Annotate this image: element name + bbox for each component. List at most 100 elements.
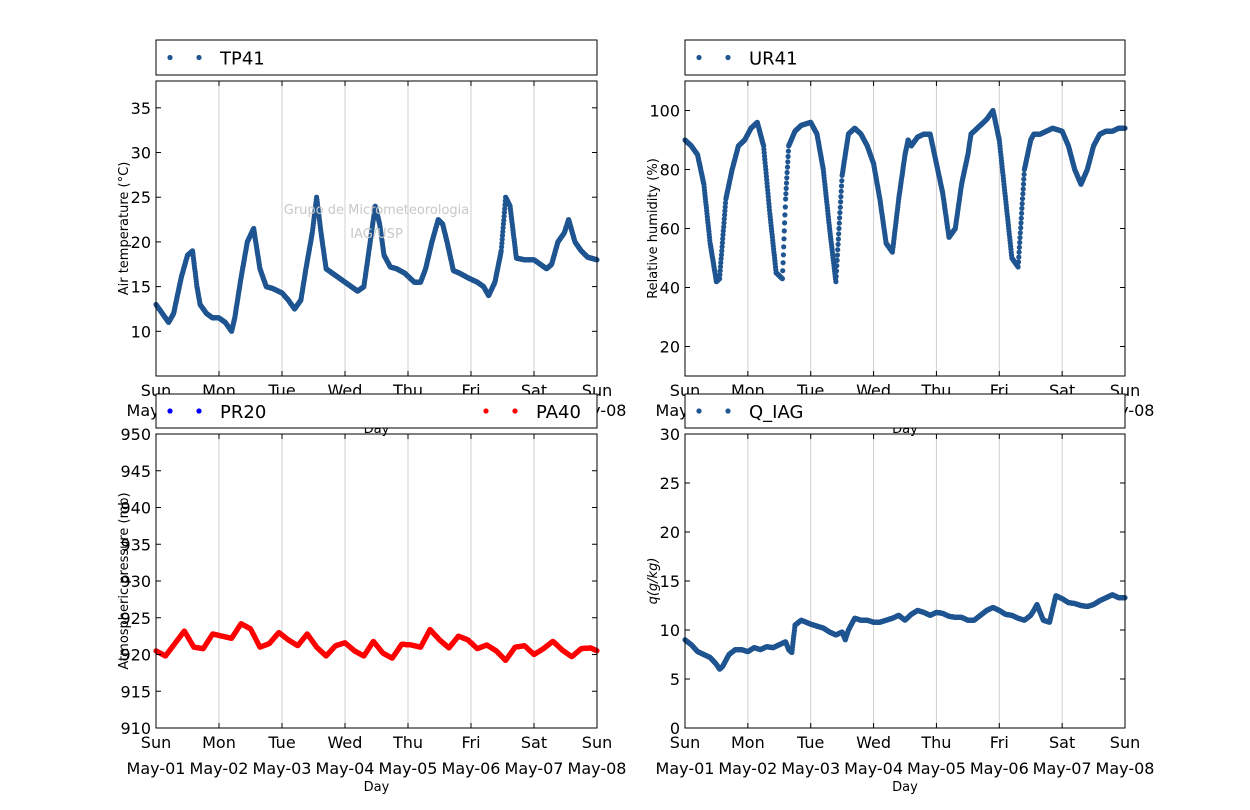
data-point xyxy=(1015,259,1022,265)
x-tick-label-date: May-07 xyxy=(505,759,564,778)
data-point xyxy=(836,225,842,232)
data-point xyxy=(499,244,505,250)
data-point xyxy=(783,180,790,186)
chart-panel-1: Grupo de MicrometeorologiaIAG/USP1015202… xyxy=(117,80,626,437)
y-tick-label: 945 xyxy=(120,462,151,481)
data-point xyxy=(1018,220,1024,226)
data-point xyxy=(781,236,787,242)
y-tick-label: 100 xyxy=(649,102,680,121)
data-point xyxy=(1018,215,1024,221)
data-point xyxy=(1019,205,1025,211)
data-point xyxy=(836,220,842,226)
data-point xyxy=(785,148,792,154)
data-point xyxy=(1017,230,1023,236)
y-tick-label: 80 xyxy=(660,161,680,180)
y-tick-label: 20 xyxy=(660,338,680,357)
data-point xyxy=(838,183,845,189)
data-point xyxy=(499,232,506,239)
data-markers xyxy=(153,621,600,664)
data-point xyxy=(783,191,789,197)
y-tick-label: 950 xyxy=(120,425,151,444)
data-point xyxy=(833,279,839,285)
data-markers xyxy=(682,592,1128,672)
data-point xyxy=(499,240,505,246)
data-point xyxy=(835,241,841,247)
data-point xyxy=(1016,249,1022,255)
data-point xyxy=(838,199,844,205)
data-point xyxy=(782,212,788,218)
data-point xyxy=(780,260,786,266)
x-tick-label-date: May-01 xyxy=(127,759,186,778)
y-axis-label: Relative humidity (%) xyxy=(646,158,661,299)
x-tick-label-day: Sat xyxy=(521,733,547,752)
x-axis-label: Day xyxy=(364,780,390,795)
x-tick-label-day: Mon xyxy=(202,733,236,752)
data-point xyxy=(783,196,789,202)
x-tick-label-day: Sun xyxy=(582,733,612,752)
data-point xyxy=(500,225,506,231)
data-point xyxy=(1020,181,1027,187)
data-point xyxy=(1019,201,1025,207)
x-tick-label-date: May-05 xyxy=(379,759,438,778)
data-markers xyxy=(682,107,1128,285)
data-point xyxy=(501,209,507,216)
data-point xyxy=(837,215,843,221)
x-tick-label-date: May-06 xyxy=(442,759,501,778)
data-point xyxy=(782,220,788,226)
data-point xyxy=(785,159,791,165)
data-point xyxy=(1019,210,1025,216)
y-tick-label: 60 xyxy=(660,220,680,239)
data-point xyxy=(1017,235,1023,241)
y-axis-label: Atmospheric pressure (mb) xyxy=(117,492,132,669)
data-point xyxy=(1016,244,1023,250)
y-tick-label: 30 xyxy=(131,144,151,163)
data-point xyxy=(1021,171,1027,177)
data-point xyxy=(780,252,787,258)
data-point xyxy=(837,210,843,216)
data-point xyxy=(1015,264,1021,270)
data-point xyxy=(1021,176,1027,182)
y-tick-label: 40 xyxy=(660,279,680,298)
data-point xyxy=(501,217,507,223)
data-point xyxy=(835,236,842,242)
data-point xyxy=(1017,239,1023,246)
data-point xyxy=(781,244,787,250)
data-markers xyxy=(153,194,600,334)
data-point xyxy=(834,263,840,269)
x-tick-label-day: Tue xyxy=(267,733,295,752)
data-point xyxy=(1016,254,1022,260)
y-tick-label: 35 xyxy=(131,99,151,118)
y-tick-label: 15 xyxy=(131,278,151,297)
watermark-text: IAG/USP xyxy=(350,227,403,242)
data-point xyxy=(837,204,843,210)
data-point xyxy=(498,248,504,254)
data-point xyxy=(782,204,788,210)
data-point xyxy=(499,236,505,242)
data-point xyxy=(781,228,787,234)
data-point xyxy=(501,213,507,219)
x-tick-label-date: May-02 xyxy=(190,759,249,778)
chart-panel-2: 20406080100SunMonTueWedThuFriSatSunMay-0… xyxy=(646,80,1154,437)
data-point xyxy=(1019,196,1026,202)
data-point xyxy=(834,252,841,258)
data-point xyxy=(836,231,842,237)
data-point xyxy=(833,273,839,279)
axes-frame xyxy=(155,433,598,729)
data-point xyxy=(780,268,786,274)
data-point xyxy=(500,221,506,227)
data-point xyxy=(1020,186,1026,192)
data-point xyxy=(779,276,786,282)
data-point xyxy=(784,175,790,181)
x-tick-label-day: Sun xyxy=(141,733,171,752)
x-tick-label-day: Fri xyxy=(461,733,480,752)
data-point xyxy=(1020,191,1026,197)
data-point xyxy=(838,194,844,200)
y-axis-label: Air temperature (°C) xyxy=(117,162,132,296)
x-tick-label-day: Thu xyxy=(392,733,423,752)
data-point xyxy=(839,178,845,184)
x-tick-label-day: Wed xyxy=(328,733,363,752)
y-tick-label: 25 xyxy=(131,188,151,207)
y-tick-label: 915 xyxy=(120,682,151,701)
data-point xyxy=(838,188,844,194)
